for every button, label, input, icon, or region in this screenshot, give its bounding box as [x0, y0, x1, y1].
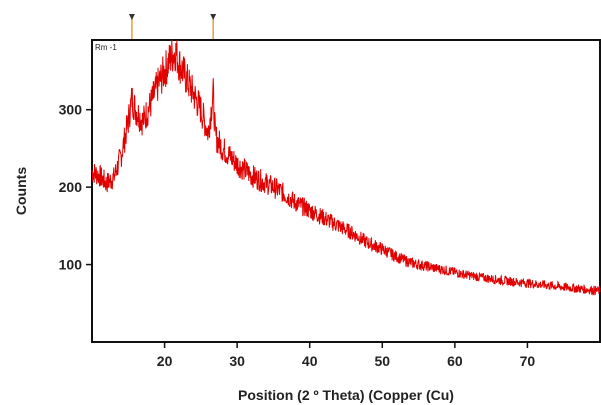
peak-marker-arrow [210, 14, 217, 20]
sample-label: Rm -1 [95, 43, 117, 52]
x-tick-label: 30 [229, 353, 245, 369]
x-tick-label: 50 [374, 353, 390, 369]
axis-ticks: 20 30 40 50 60 70 100 200 300 [59, 102, 536, 369]
peak-marker-arrow [128, 14, 135, 20]
x-tick-label: 70 [520, 353, 536, 369]
x-tick-label: 60 [447, 353, 463, 369]
y-tick-label: 100 [59, 257, 83, 273]
peak-markers [128, 14, 217, 40]
x-tick-label: 40 [302, 353, 318, 369]
series-line [91, 39, 601, 296]
y-tick-label: 300 [59, 102, 83, 118]
x-tick-label: 20 [157, 353, 173, 369]
plot-frame [91, 39, 601, 343]
x-axis-label: Position (2 º Theta) (Copper (Cu) [238, 387, 454, 403]
y-axis-label: Counts [13, 167, 29, 215]
y-tick-label: 200 [59, 179, 83, 195]
